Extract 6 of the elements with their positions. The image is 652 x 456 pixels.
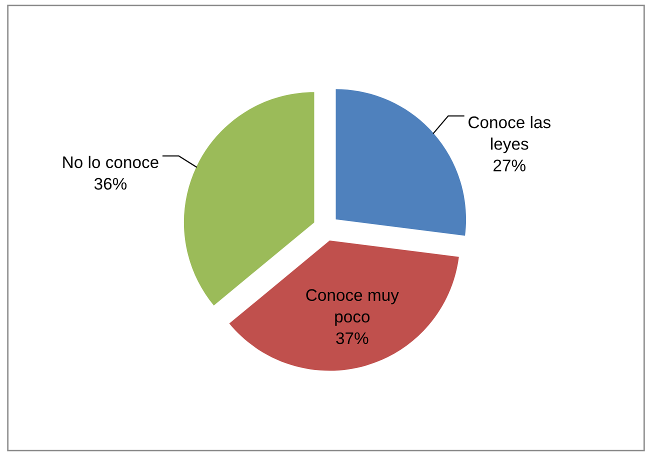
slice-label: Conoce las leyes [468, 116, 550, 154]
slice-label: No lo conoce [63, 156, 158, 168]
data-label: 27% [494, 160, 526, 172]
data-label: 36% [94, 178, 127, 190]
data-label: 37% [336, 332, 368, 344]
slice-label: Conoce muy poco [306, 289, 399, 326]
